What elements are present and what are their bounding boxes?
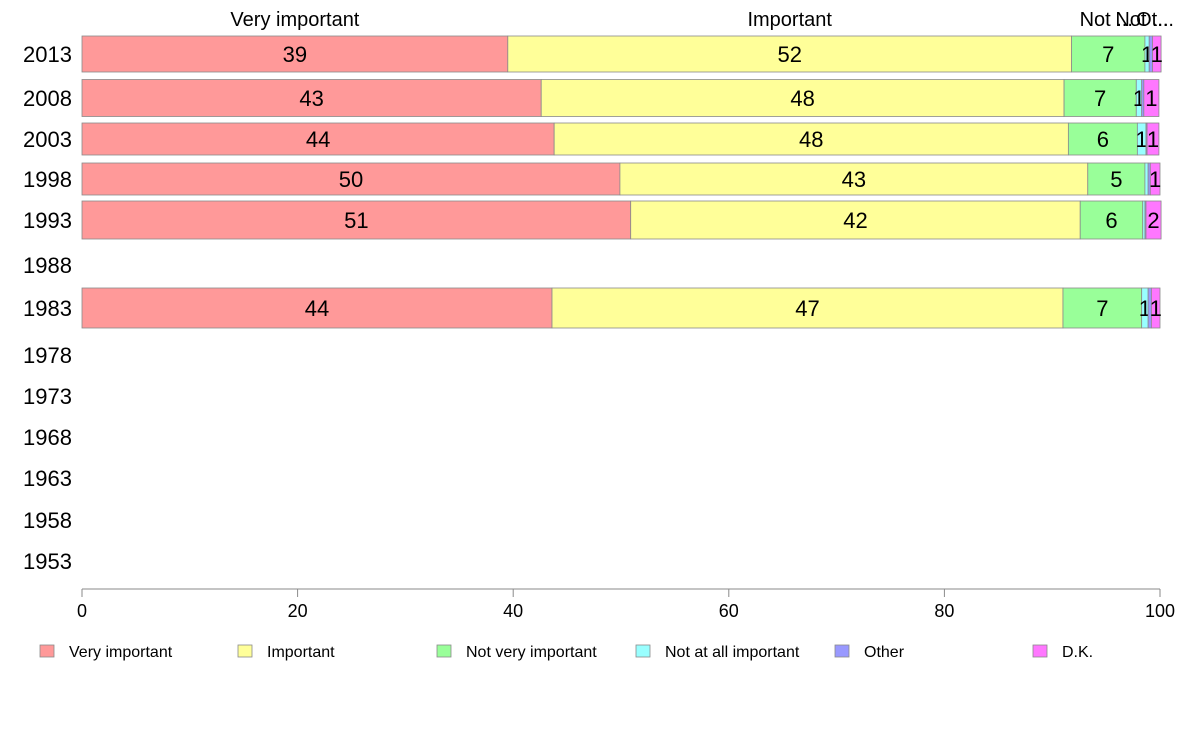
bar-segment	[551, 287, 1064, 329]
top-category-label: Very important	[230, 9, 359, 31]
data-label: 1	[1145, 86, 1157, 111]
legend-swatch	[635, 644, 651, 658]
data-label: 6	[1097, 127, 1109, 152]
y-tick-label: 1983	[23, 296, 72, 321]
data-label: 1	[1136, 127, 1148, 152]
data-label: 1	[1149, 167, 1161, 192]
legend-label: Not very important	[466, 644, 597, 661]
legend-swatch	[39, 644, 55, 658]
x-tick-label: 60	[719, 601, 739, 621]
x-axis: 0 20 40 60 80 100	[77, 588, 1175, 621]
bar-segment	[1144, 162, 1149, 196]
bar-segment	[1150, 287, 1161, 329]
data-label: 1	[1147, 127, 1159, 152]
x-tick-label: 20	[288, 601, 308, 621]
bar-segment	[1087, 162, 1146, 196]
y-tick-label: 2008	[23, 86, 72, 111]
y-tick-label: 2013	[23, 42, 72, 67]
bar-segment	[540, 79, 1065, 117]
bar-segment	[1071, 35, 1146, 73]
data-label: 6	[1105, 208, 1117, 233]
bar-segment	[1063, 79, 1137, 117]
y-tick-label: 1968	[23, 425, 72, 450]
top-category-labels: Very important Important Not ...Not ...Ot.…	[230, 9, 1173, 31]
y-tick-label: 1998	[23, 167, 72, 192]
data-label: 43	[299, 86, 323, 111]
data-label: 39	[283, 42, 307, 67]
data-label: 2	[1147, 208, 1159, 233]
legend-swatch	[834, 644, 850, 658]
bar-segment	[81, 79, 542, 117]
legend-label: Not at all important	[665, 644, 800, 661]
bar-segment	[81, 162, 621, 196]
data-label: 52	[777, 42, 801, 67]
data-label: 7	[1094, 86, 1106, 111]
bar-segment	[1145, 200, 1162, 240]
legend-label: Important	[267, 644, 335, 661]
legend-swatch	[436, 644, 452, 658]
data-label: 42	[843, 208, 867, 233]
legend-label: Very important	[69, 644, 173, 661]
bar-segment	[1143, 79, 1160, 117]
bar-segment	[1062, 287, 1143, 329]
data-label: 1	[1150, 296, 1162, 321]
legend-swatch	[1032, 644, 1048, 658]
data-label: 48	[790, 86, 814, 111]
data-label: 48	[799, 127, 823, 152]
y-tick-label: 1988	[23, 253, 72, 278]
data-label: 50	[339, 167, 363, 192]
bar-segment	[1149, 162, 1161, 196]
legend-swatch	[237, 644, 253, 658]
y-axis: 2013 2008 2003 1998 1993 1988 1983 1978 1973 1968…	[23, 42, 72, 574]
bar-segment	[81, 287, 553, 329]
y-tick-label: 1978	[23, 343, 72, 368]
y-tick-label: 1993	[23, 208, 72, 233]
y-tick-label: 1953	[23, 549, 72, 574]
bar-segment	[81, 122, 555, 156]
data-label: 1	[1151, 42, 1163, 67]
data-label: 7	[1096, 296, 1108, 321]
data-label: 47	[795, 296, 819, 321]
bar-segment	[619, 162, 1089, 196]
x-tick-label: 100	[1145, 601, 1175, 621]
top-category-label: Not ...	[1115, 9, 1168, 31]
x-tick-label: 40	[503, 601, 523, 621]
y-tick-label: 2003	[23, 127, 72, 152]
legend-label: Other	[864, 644, 905, 661]
bar-segment	[630, 200, 1081, 240]
top-category-label: Important	[747, 9, 832, 31]
y-tick-label: 1973	[23, 384, 72, 409]
top-category-label: Ot...	[1136, 9, 1174, 31]
bar-segment	[1146, 122, 1160, 156]
data-label: 51	[344, 208, 368, 233]
data-label: 44	[306, 127, 330, 152]
y-tick-label: 1958	[23, 508, 72, 533]
y-tick-label: 1963	[23, 466, 72, 491]
data-label: 5	[1110, 167, 1122, 192]
data-label: 44	[305, 296, 329, 321]
data-label: 7	[1102, 42, 1114, 67]
x-tick-label: 80	[934, 601, 954, 621]
legend-label: D.K.	[1062, 644, 1093, 661]
bar-segment	[1079, 200, 1144, 240]
top-category-label: Not ...	[1080, 9, 1133, 31]
bar-segment	[553, 122, 1069, 156]
legend: Very important Important Not very importan…	[39, 644, 1093, 661]
bar-segment	[81, 35, 509, 73]
data-label: 43	[842, 167, 866, 192]
bar-segment	[1152, 35, 1162, 73]
x-tick-label: 0	[77, 601, 87, 621]
